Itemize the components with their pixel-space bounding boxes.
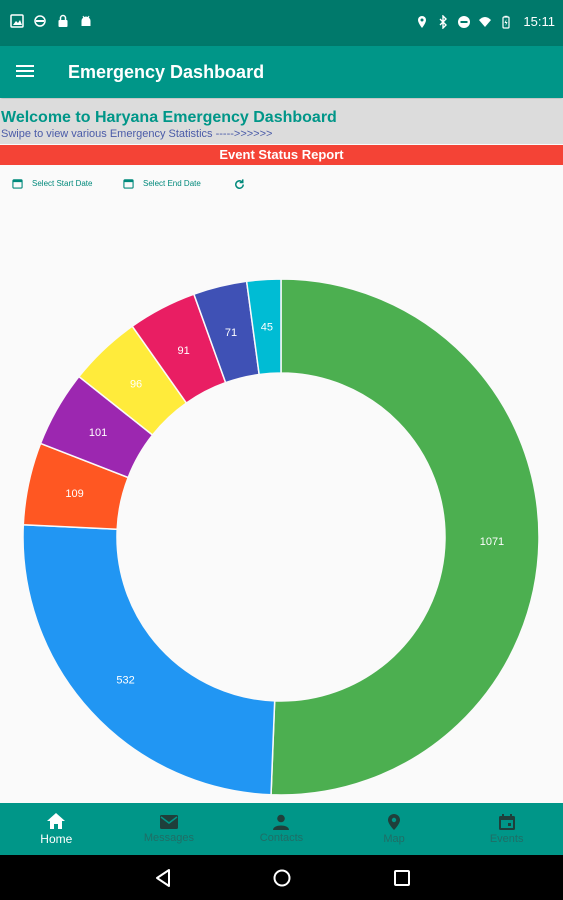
donut-slice-label-0: 1071 [480, 536, 504, 548]
start-date-button[interactable]: Select Start Date [12, 178, 92, 189]
person-icon [273, 814, 290, 830]
nav-events[interactable]: Events [450, 803, 563, 855]
android-icon [81, 15, 91, 26]
start-date-label: Select Start Date [32, 179, 93, 188]
donut-slice-label-1: 532 [116, 675, 134, 687]
donut-chart: 1071 532 109 101 96 91 71 45 [22, 278, 540, 796]
nav-messages-label: Messages [143, 832, 194, 844]
end-date-label: Select End Date [143, 179, 201, 188]
status-bar-right: 15:11 [415, 14, 555, 29]
nav-home-label: Home [40, 832, 73, 846]
nav-home[interactable]: Home [0, 803, 113, 855]
event-status-chart: 1071 532 109 101 96 91 71 45 [0, 270, 563, 800]
status-time: 15:11 [523, 14, 555, 29]
recents-icon[interactable] [391, 867, 413, 889]
refresh-button[interactable] [233, 178, 246, 191]
nav-contacts[interactable]: Contacts [225, 803, 338, 855]
wifi-icon [479, 16, 492, 27]
calendar-icon [498, 814, 515, 830]
back-icon[interactable] [152, 867, 174, 889]
nav-contacts-label: Contacts [259, 832, 304, 844]
home-icon [47, 813, 66, 829]
donut-slice-label-5: 91 [178, 345, 190, 357]
sync-icon [34, 15, 46, 27]
welcome-title: Welcome to Haryana Emergency Dashboard [1, 109, 337, 126]
donut-slice-1[interactable] [22, 523, 276, 796]
menu-icon[interactable] [16, 62, 38, 82]
bottom-navigation: Home Messages Contacts Map Events [0, 803, 563, 855]
calendar-icon [12, 179, 23, 189]
mail-icon [159, 815, 178, 829]
nav-events-label: Events [489, 833, 524, 845]
donut-slice-7[interactable] [245, 278, 282, 376]
donut-slice-label-4: 96 [130, 379, 142, 391]
donut-slice-label-2: 109 [65, 488, 83, 500]
status-bar: 15:11 [0, 0, 563, 46]
home-circle-icon[interactable] [271, 867, 293, 889]
report-title: Event Status Report [0, 145, 563, 165]
donut-slice-label-3: 101 [89, 427, 107, 439]
refresh-icon [235, 179, 244, 189]
app-title: Emergency Dashboard [68, 62, 265, 82]
welcome-subtitle: Swipe to view various Emergency Statisti… [1, 128, 273, 140]
bluetooth-icon [439, 14, 448, 29]
location-icon [418, 15, 427, 28]
lock-icon [58, 14, 68, 27]
app-bar: Emergency Dashboard [0, 46, 563, 98]
system-nav-bar [0, 855, 563, 900]
donut-slice-label-7: 45 [261, 321, 273, 333]
map-pin-icon [388, 814, 401, 830]
nav-map[interactable]: Map [338, 803, 451, 855]
image-icon [10, 14, 24, 28]
donut-slice-label-6: 71 [225, 327, 237, 339]
welcome-panel: Welcome to Haryana Emergency Dashboard S… [0, 99, 563, 144]
date-filters: Select Start Date Select End Date [0, 178, 563, 198]
nav-map-label: Map [383, 833, 405, 845]
dnd-icon [458, 15, 471, 28]
nav-messages[interactable]: Messages [113, 803, 226, 855]
battery-icon [502, 15, 511, 29]
calendar-icon [123, 179, 134, 189]
status-bar-left [10, 14, 93, 28]
end-date-button[interactable]: Select End Date [123, 178, 201, 189]
donut-slice-0[interactable] [270, 278, 540, 796]
